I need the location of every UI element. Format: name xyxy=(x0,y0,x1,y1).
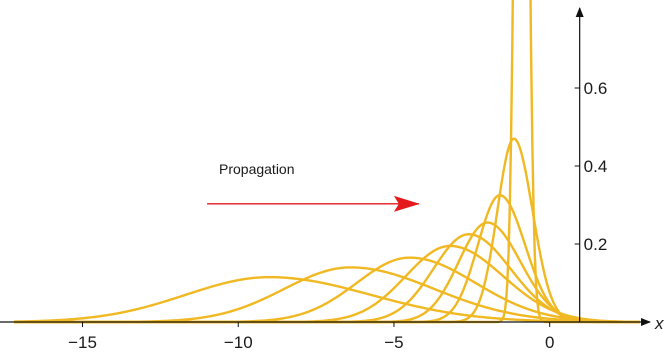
x-tick-label: 0 xyxy=(545,333,554,352)
x-tick-label: −10 xyxy=(224,333,253,352)
x-axis-label: x xyxy=(654,314,664,333)
pulse-curve xyxy=(14,137,640,324)
curves-layer xyxy=(13,0,641,324)
x-tick-label: −15 xyxy=(68,333,97,352)
pulse-curve xyxy=(13,275,640,324)
y-tick-label: 0.6 xyxy=(584,79,608,98)
propagation-label: Propagation xyxy=(219,161,295,177)
x-tick-label: −5 xyxy=(384,333,403,352)
pulse-curve xyxy=(14,0,640,324)
y-ticks: 0.2 0.4 0.6 xyxy=(574,79,608,254)
y-tick-label: 0.4 xyxy=(584,157,608,176)
pulse-curve xyxy=(14,256,641,324)
x-ticks: −15 −10 −5 0 xyxy=(68,322,554,352)
y-tick-label: 0.2 xyxy=(584,235,608,254)
